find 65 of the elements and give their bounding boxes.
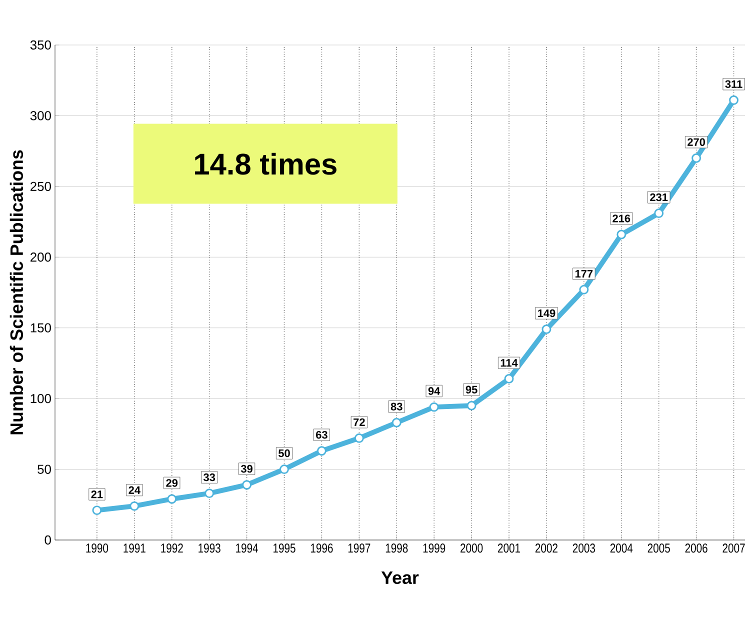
x-tick-label: 2002 xyxy=(535,544,558,553)
y-tick-label: 0 xyxy=(44,535,51,545)
x-tick-label: 1997 xyxy=(348,544,370,553)
x-tick-label: 1992 xyxy=(161,544,183,553)
x-tick-label: 1990 xyxy=(86,544,108,553)
x-tick-label: 1991 xyxy=(124,544,146,553)
x-tick-label: 1995 xyxy=(274,544,296,553)
y-axis-title: Number of Scientific Publications xyxy=(10,150,24,434)
y-tick-label: 300 xyxy=(30,111,51,120)
y-tick-label: 150 xyxy=(30,323,51,332)
x-tick-label: 2007 xyxy=(722,544,745,553)
data-label: 72 xyxy=(354,418,365,426)
point xyxy=(316,446,326,456)
point xyxy=(204,488,214,498)
point xyxy=(354,433,364,443)
x-tick-label: 1994 xyxy=(236,544,258,553)
x-axis-title: Year xyxy=(381,572,419,584)
point xyxy=(692,153,702,163)
point xyxy=(242,480,252,490)
y-tick-label: 200 xyxy=(30,252,51,262)
x-tick-label: 1996 xyxy=(310,544,333,553)
y-tick-label: 350 xyxy=(30,40,51,50)
point xyxy=(130,501,140,511)
annotation: 14.8 times xyxy=(195,152,336,175)
y-tick-label: 250 xyxy=(30,182,51,192)
point xyxy=(579,284,589,294)
data-label: 311 xyxy=(725,80,742,88)
point xyxy=(92,506,102,516)
data-label: 21 xyxy=(91,490,103,498)
x-tick-label: 1998 xyxy=(386,544,408,553)
point xyxy=(167,494,177,504)
data-label: 231 xyxy=(650,193,668,202)
point xyxy=(654,208,664,218)
point xyxy=(504,374,514,384)
data-label: 114 xyxy=(500,359,518,367)
y-tick-label: 100 xyxy=(30,394,51,404)
point xyxy=(616,230,626,240)
point xyxy=(429,402,439,412)
data-label: 63 xyxy=(316,430,328,439)
data-label: 33 xyxy=(203,473,216,482)
point xyxy=(466,400,476,410)
x-tick-label: 2003 xyxy=(572,544,595,553)
x-tick-label: 1993 xyxy=(198,544,220,553)
x-tick-label: 2001 xyxy=(498,544,520,553)
data-label: 95 xyxy=(466,386,478,394)
point xyxy=(392,418,402,428)
x-tick-label: 2004 xyxy=(610,544,633,553)
data-label: 50 xyxy=(278,449,290,458)
data-label: 149 xyxy=(538,309,556,318)
data-label: 29 xyxy=(166,479,178,487)
x-tick-label: 2005 xyxy=(648,544,670,553)
x-tick-label: 1999 xyxy=(423,544,446,553)
data-label: 94 xyxy=(428,387,440,395)
y-tick-label: 50 xyxy=(38,464,51,474)
point xyxy=(542,324,552,334)
data-label: 216 xyxy=(612,214,630,222)
data-label: 83 xyxy=(390,402,402,410)
point xyxy=(729,95,739,105)
data-label: 177 xyxy=(575,270,593,278)
point xyxy=(280,464,289,474)
x-tick-label: 2006 xyxy=(685,544,708,553)
data-label: 39 xyxy=(240,464,252,473)
data-label: 24 xyxy=(128,486,140,494)
data-label: 270 xyxy=(688,138,705,146)
x-tick-label: 2000 xyxy=(460,544,483,553)
